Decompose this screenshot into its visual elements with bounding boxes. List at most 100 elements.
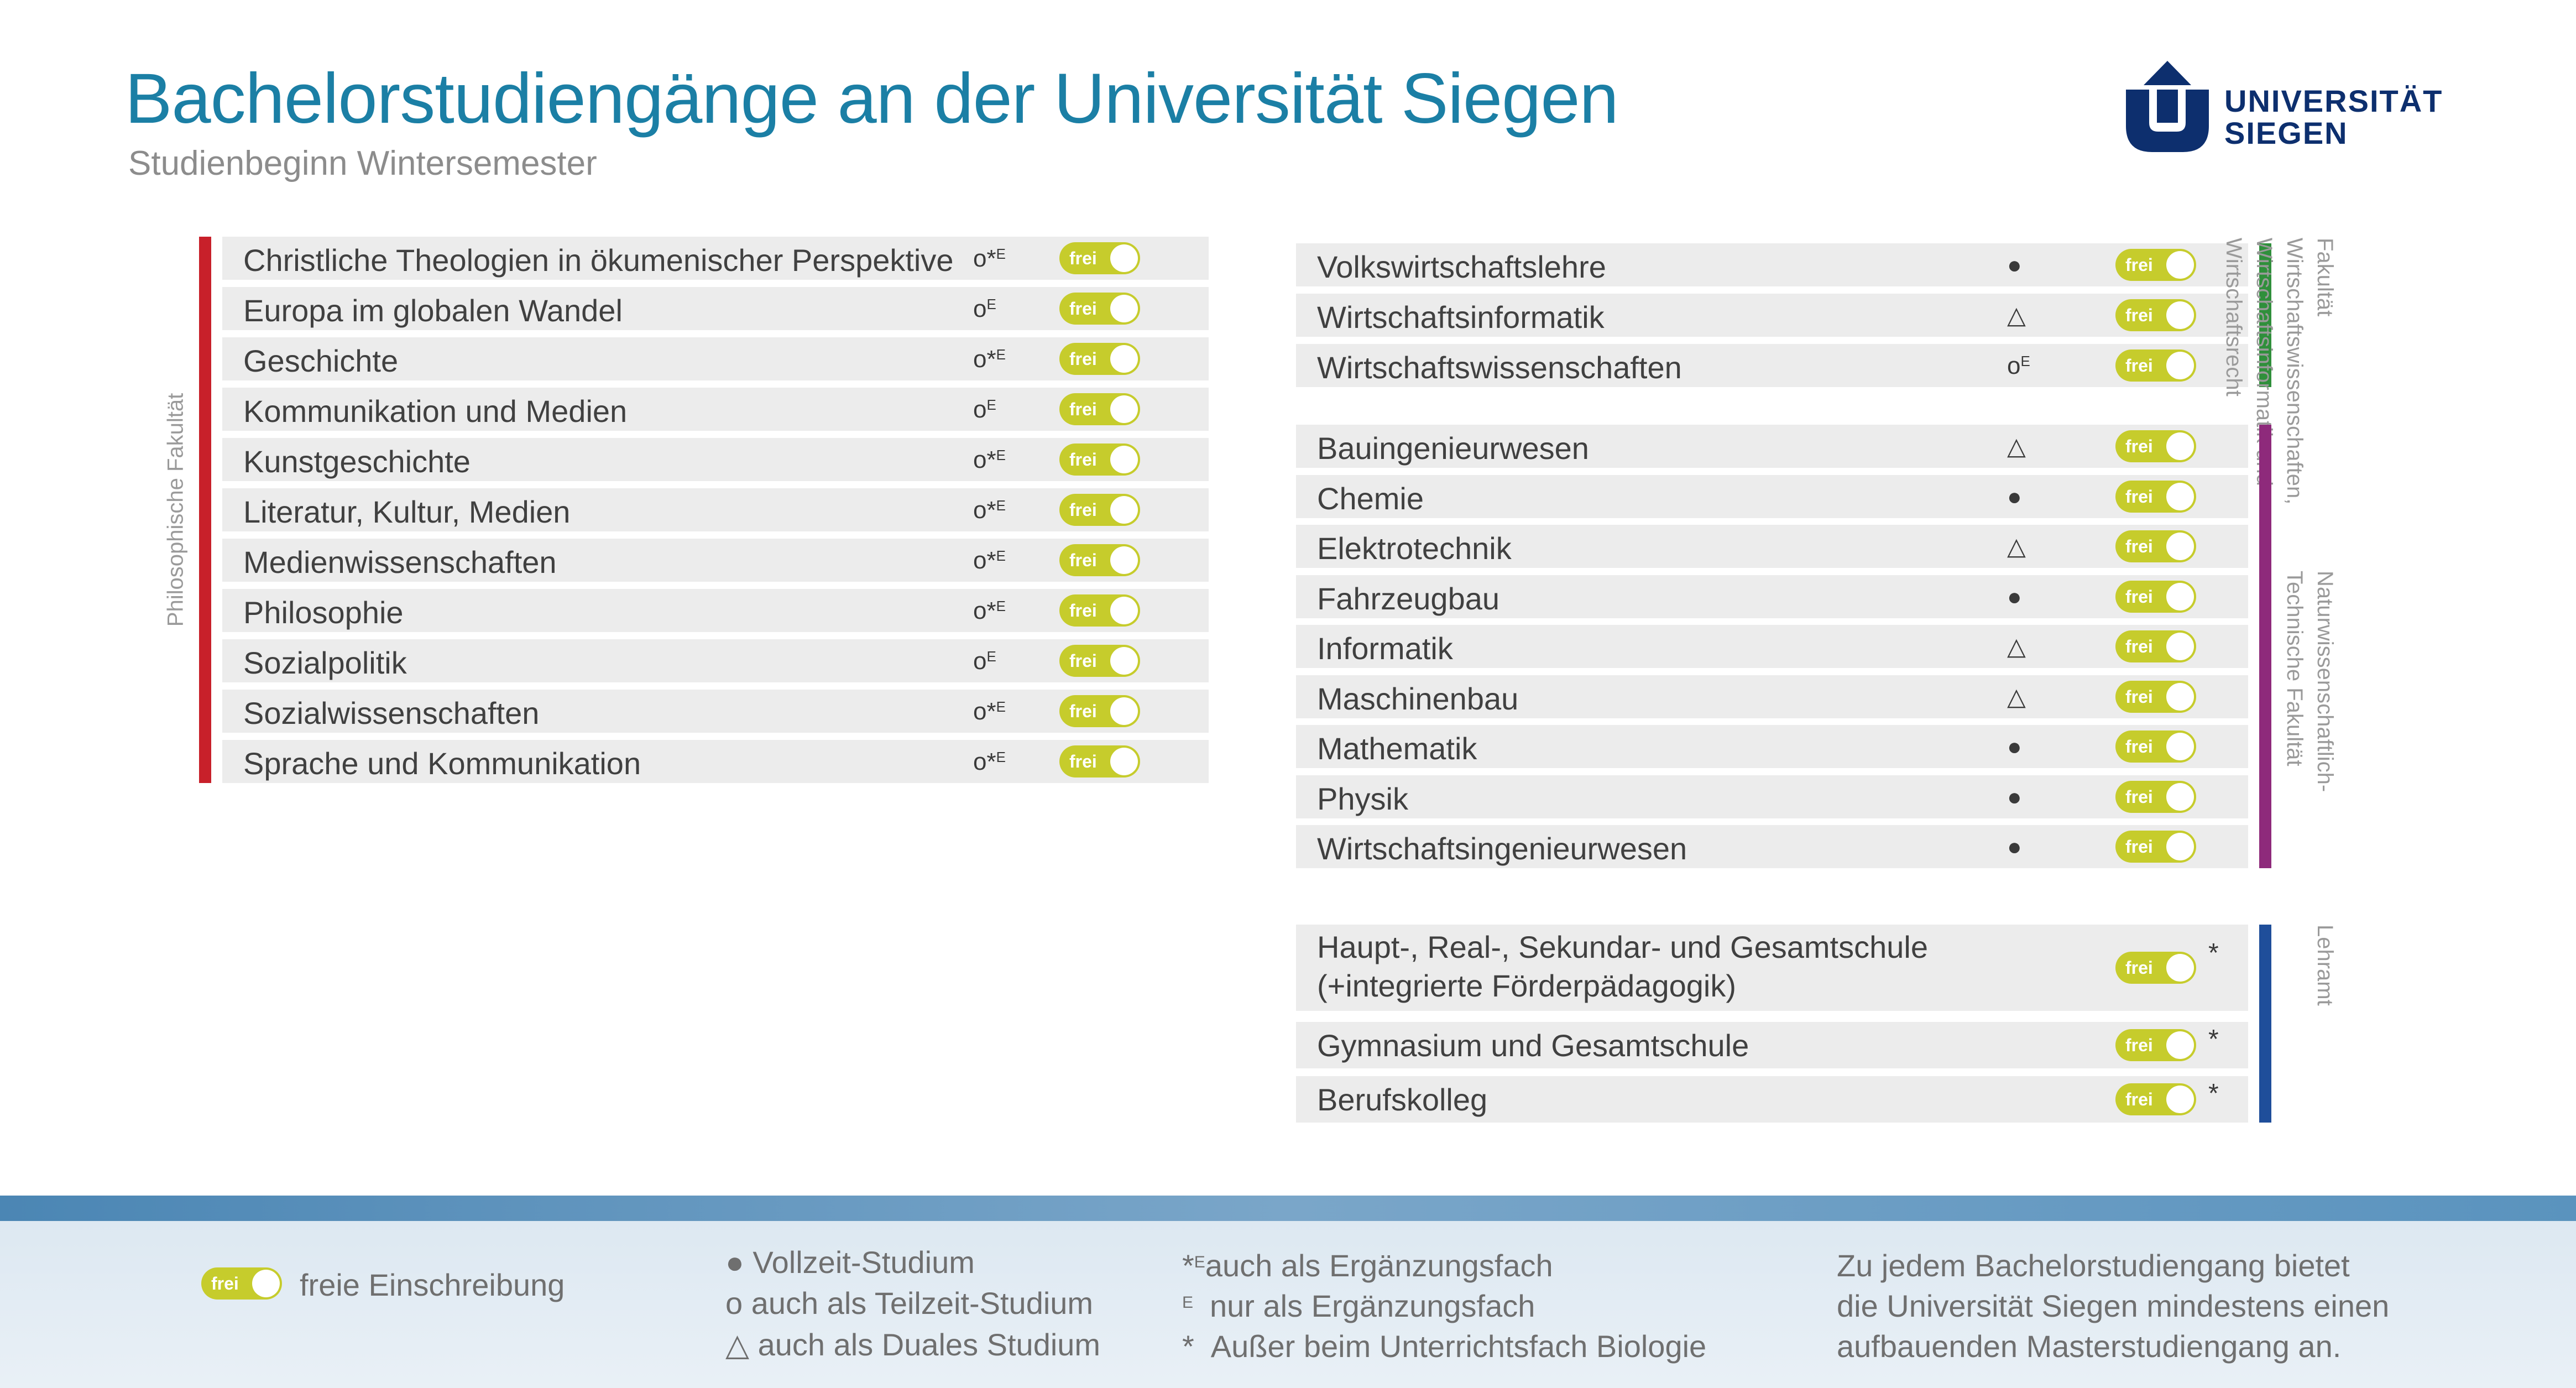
- frei-toggle-knob: [2166, 833, 2194, 860]
- study-mode-mark: oE: [973, 646, 996, 680]
- program-name: Wirtschaftswissenschaften: [1317, 350, 1682, 385]
- logo-line-1: UNIVERSITÄT: [2224, 84, 2443, 118]
- program-name: Europa im globalen Wandel: [243, 293, 623, 328]
- study-mode-symbol: o*: [973, 346, 996, 373]
- frei-toggle: frei: [1059, 645, 1140, 677]
- program-name: Berufskolleg: [1317, 1082, 1488, 1117]
- program-row: Geschichte o*E frei: [222, 337, 1209, 380]
- program-row: Fahrzeugbau ● frei: [1296, 575, 2248, 618]
- program-name: Chemie: [1317, 481, 1424, 516]
- frei-toggle: frei: [1059, 594, 1140, 627]
- frei-toggle: frei: [1059, 443, 1140, 476]
- faculty-color-bar: [2259, 243, 2271, 387]
- program-row: Maschinenbau △ frei: [1296, 675, 2248, 718]
- program-name: Elektrotechnik: [1317, 531, 1512, 566]
- university-logo-icon: [2126, 61, 2209, 152]
- faculty-wirtschaft: Volkswirtschaftslehre ● frei Wirtschaftsinf…: [1296, 238, 2337, 504]
- frei-toggle-knob: [1110, 345, 1138, 373]
- frei-toggle: frei: [2115, 952, 2196, 984]
- frei-toggle-knob: [1110, 395, 1138, 423]
- frei-toggle: frei: [1059, 745, 1140, 778]
- frei-toggle: frei: [2115, 581, 2196, 613]
- study-mode-sup: E: [996, 598, 1006, 614]
- frei-toggle-knob: [1110, 748, 1138, 775]
- legend-dual: △ auch als Duales Studium: [725, 1327, 1101, 1362]
- program-row: Kunstgeschichte o*E frei: [222, 438, 1209, 481]
- program-name: Literatur, Kultur, Medien: [243, 494, 571, 529]
- legend-vollzeit: ● Vollzeit-Studium: [725, 1245, 975, 1280]
- program-name: Sprache und Kommunikation: [243, 746, 641, 781]
- study-mode-sup: E: [996, 497, 1006, 514]
- frei-toggle: frei: [1059, 393, 1140, 425]
- frei-toggle: frei: [2115, 630, 2196, 662]
- legend-teilzeit: o auch als Teilzeit-Studium: [725, 1286, 1094, 1321]
- program-name: Kunstgeschichte: [243, 444, 471, 479]
- frei-toggle-label: frei: [2125, 737, 2153, 756]
- study-mode-symbol: o*: [973, 245, 996, 272]
- program-row: Kommunikation und Medien oE frei: [222, 388, 1209, 431]
- frei-toggle: frei: [2115, 730, 2196, 763]
- study-mode-symbol: ●: [2007, 583, 2022, 610]
- frei-toggle-label: frei: [2125, 958, 2153, 978]
- faculty-color-bar: [199, 237, 211, 783]
- program-row: Sozialwissenschaften o*E frei: [222, 690, 1209, 733]
- frei-toggle: frei: [2115, 681, 2196, 713]
- study-mode-symbol: o*: [973, 698, 996, 725]
- frei-toggle-label: frei: [1069, 450, 1097, 469]
- study-mode-sup: E: [996, 547, 1006, 564]
- university-logo-text: UNIVERSITÄT SIEGEN: [2224, 85, 2443, 149]
- program-row: Physik ● frei: [1296, 775, 2248, 818]
- program-row: Medienwissenschaften o*E frei: [222, 539, 1209, 582]
- frei-toggle-label: frei: [2125, 587, 2153, 607]
- frei-toggle-knob: [2166, 683, 2194, 711]
- title-part-2: Universität Siegen: [1053, 59, 1619, 138]
- frei-toggle: frei: [2115, 831, 2196, 863]
- frei-toggle: frei: [1059, 695, 1140, 727]
- study-mode-mark: ●: [2007, 832, 2022, 865]
- frei-toggle: frei: [2115, 430, 2196, 462]
- frei-toggle: frei: [2115, 481, 2196, 513]
- study-mode-mark: o*E: [973, 545, 1006, 579]
- program-row: Sozialpolitik oE frei: [222, 639, 1209, 682]
- study-mode-symbol: ●: [2007, 784, 2022, 811]
- study-mode-mark: o*E: [973, 696, 1006, 730]
- program-row: Haupt-, Real-, Sekundar- und Gesamtschul…: [1296, 925, 2248, 1011]
- frei-toggle-knob: [2166, 352, 2194, 379]
- frei-toggle-knob: [2166, 533, 2194, 560]
- frei-toggle-knob: [1110, 647, 1138, 675]
- faculty-label: Naturwissenschaftlich- Technische Fakult…: [2282, 571, 2337, 792]
- study-mode-mark: o*E: [973, 596, 1006, 629]
- frei-toggle-label: frei: [2125, 487, 2153, 507]
- frei-toggle-label: frei: [2125, 1089, 2153, 1109]
- study-mode-symbol: ●: [2007, 252, 2022, 279]
- legend-free-text: freie Einschreibung: [300, 1267, 565, 1302]
- study-mode-sup: E: [986, 296, 996, 312]
- frei-toggle-knob: [1110, 546, 1138, 574]
- program-name: Mathematik: [1317, 731, 1477, 766]
- study-mode-mark: ●: [2007, 482, 2022, 515]
- study-mode-sup: E: [996, 447, 1006, 463]
- program-name: Physik: [1317, 781, 1408, 816]
- frei-toggle-label: frei: [2125, 536, 2153, 556]
- restriction-star: *: [2208, 1025, 2219, 1054]
- frei-toggle-knob: [1110, 496, 1138, 524]
- footer-band: [0, 1196, 2576, 1221]
- study-mode-mark: o*E: [973, 495, 1006, 529]
- frei-toggle: frei: [1059, 494, 1140, 526]
- study-mode-symbol: △: [2007, 302, 2026, 329]
- frei-toggle-knob: [2166, 301, 2194, 329]
- program-name: Kommunikation und Medien: [243, 394, 628, 429]
- program-row: Mathematik ● frei: [1296, 725, 2248, 768]
- frei-toggle-knob: [2166, 432, 2194, 460]
- program-row: Gymnasium und Gesamtschule frei *: [1296, 1022, 2248, 1068]
- legend-master-line-2: die Universität Siegen mindestens einen: [1837, 1288, 2390, 1323]
- frei-toggle-knob: [1110, 446, 1138, 473]
- frei-toggle-label: frei: [1069, 550, 1097, 570]
- study-mode-symbol: o: [2007, 352, 2021, 379]
- program-name: Volkswirtschaftslehre: [1317, 249, 1606, 284]
- frei-toggle-knob: [2166, 733, 2194, 760]
- restriction-star: *: [2208, 1079, 2219, 1108]
- frei-toggle-label: frei: [1069, 299, 1097, 319]
- program-row: Chemie ● frei: [1296, 475, 2248, 518]
- study-mode-symbol: ●: [2007, 833, 2022, 860]
